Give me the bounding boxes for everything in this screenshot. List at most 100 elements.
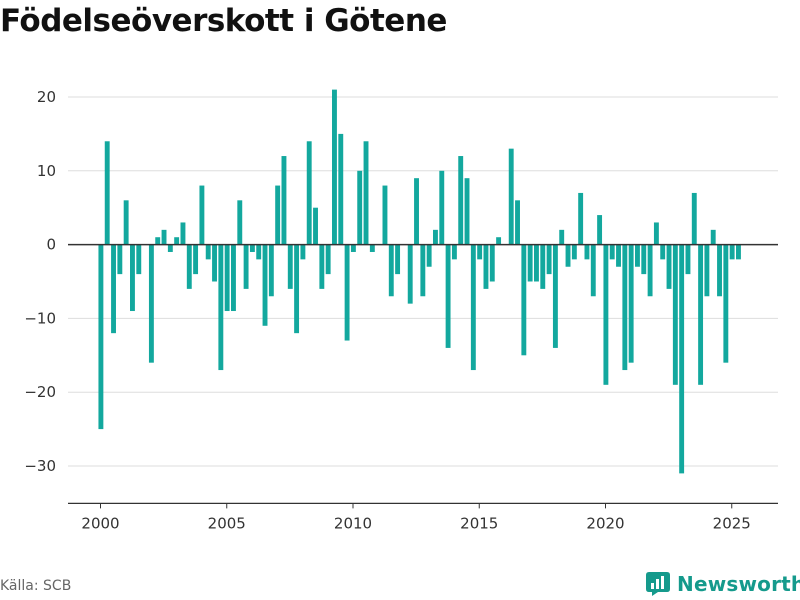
bar bbox=[281, 156, 287, 245]
bar bbox=[98, 244, 104, 430]
bar bbox=[653, 222, 659, 245]
bar bbox=[622, 244, 628, 371]
bar bbox=[294, 244, 300, 334]
newsworthy-logo: Newsworthy bbox=[645, 571, 800, 597]
bar bbox=[508, 148, 514, 245]
bar bbox=[590, 244, 596, 297]
bar bbox=[565, 244, 571, 267]
bar bbox=[136, 244, 142, 275]
bar bbox=[628, 244, 634, 363]
bars bbox=[98, 89, 741, 474]
bar bbox=[167, 244, 173, 252]
y-axis-labels: 20 10 0 −10 −20 −30 bbox=[24, 88, 56, 475]
bar bbox=[344, 244, 350, 341]
x-tick-label: 2000 bbox=[81, 514, 119, 532]
bar bbox=[130, 244, 135, 312]
bar bbox=[515, 200, 520, 245]
bar bbox=[571, 244, 577, 260]
source-note: Källa: SCB bbox=[0, 578, 72, 594]
bar bbox=[369, 244, 375, 252]
bar bbox=[426, 244, 432, 267]
bar bbox=[470, 244, 476, 371]
y-tick-label: 20 bbox=[37, 88, 56, 106]
bar bbox=[691, 192, 697, 245]
y-tick-label: 0 bbox=[46, 236, 56, 254]
bar bbox=[534, 244, 539, 282]
bar bbox=[319, 244, 325, 289]
bar bbox=[180, 222, 186, 245]
bar bbox=[249, 244, 255, 252]
bar bbox=[275, 185, 281, 245]
bar-chart: 2010 0 −10 −20 −30 2000 2005 2010 2015 2020 2025 bbox=[24, 88, 778, 532]
bar bbox=[332, 89, 337, 245]
bar bbox=[199, 185, 205, 245]
bar bbox=[237, 200, 243, 245]
bar bbox=[148, 244, 154, 363]
bar bbox=[212, 244, 217, 282]
bar bbox=[407, 244, 413, 304]
bar bbox=[186, 244, 192, 289]
bar bbox=[350, 244, 356, 252]
bar bbox=[584, 244, 590, 260]
bar bbox=[262, 244, 268, 326]
bar bbox=[679, 244, 685, 474]
bar bbox=[395, 244, 401, 275]
bar bbox=[193, 244, 199, 275]
bar bbox=[609, 244, 615, 260]
bar bbox=[546, 244, 552, 275]
x-tick-label: 2025 bbox=[713, 514, 751, 532]
bar bbox=[382, 185, 388, 245]
bar bbox=[616, 244, 621, 267]
bar bbox=[325, 244, 331, 275]
bar bbox=[666, 244, 672, 289]
bar bbox=[597, 215, 603, 245]
bar bbox=[445, 244, 451, 348]
bar bbox=[104, 141, 110, 245]
bar bbox=[717, 244, 722, 297]
bar bbox=[635, 244, 640, 267]
x-axis-ticks bbox=[100, 503, 733, 509]
bar bbox=[338, 133, 344, 245]
bar bbox=[578, 192, 584, 245]
x-tick-label: 2020 bbox=[586, 514, 624, 532]
bar bbox=[363, 141, 369, 245]
bar bbox=[464, 178, 470, 245]
bar bbox=[161, 229, 167, 245]
y-tick-label: −10 bbox=[24, 309, 56, 327]
bar bbox=[205, 244, 211, 260]
bar bbox=[540, 244, 546, 289]
bar bbox=[306, 141, 312, 245]
bar bbox=[287, 244, 293, 289]
bar bbox=[483, 244, 489, 289]
bar bbox=[111, 244, 116, 334]
bar bbox=[641, 244, 647, 275]
newsworthy-logo-text: Newsworthy bbox=[677, 572, 800, 596]
bar bbox=[256, 244, 262, 260]
x-tick-label: 2005 bbox=[208, 514, 246, 532]
x-axis-labels: 2000 2005 2010 2015 2020 2025 bbox=[81, 514, 750, 532]
bar bbox=[723, 244, 729, 363]
bar bbox=[117, 244, 123, 275]
bar bbox=[698, 244, 704, 385]
bar bbox=[433, 229, 438, 245]
bar bbox=[243, 244, 249, 289]
bar bbox=[496, 237, 502, 245]
bar bbox=[313, 207, 318, 245]
bar bbox=[458, 156, 464, 245]
x-tick-label: 2010 bbox=[334, 514, 372, 532]
bar bbox=[710, 229, 716, 245]
bar bbox=[224, 244, 230, 312]
x-tick-label: 2015 bbox=[460, 514, 498, 532]
bar bbox=[736, 244, 741, 260]
bar bbox=[552, 244, 558, 348]
bar bbox=[414, 178, 419, 245]
bar bbox=[559, 229, 565, 245]
chart-title: Födelseöverskott i Götene bbox=[0, 3, 447, 39]
y-tick-label: −20 bbox=[24, 383, 56, 401]
bar bbox=[603, 244, 609, 385]
y-tick-label: −30 bbox=[24, 457, 56, 475]
bar bbox=[489, 244, 495, 282]
grid-lines bbox=[68, 96, 778, 467]
bar bbox=[357, 170, 363, 245]
bar bbox=[420, 244, 426, 297]
